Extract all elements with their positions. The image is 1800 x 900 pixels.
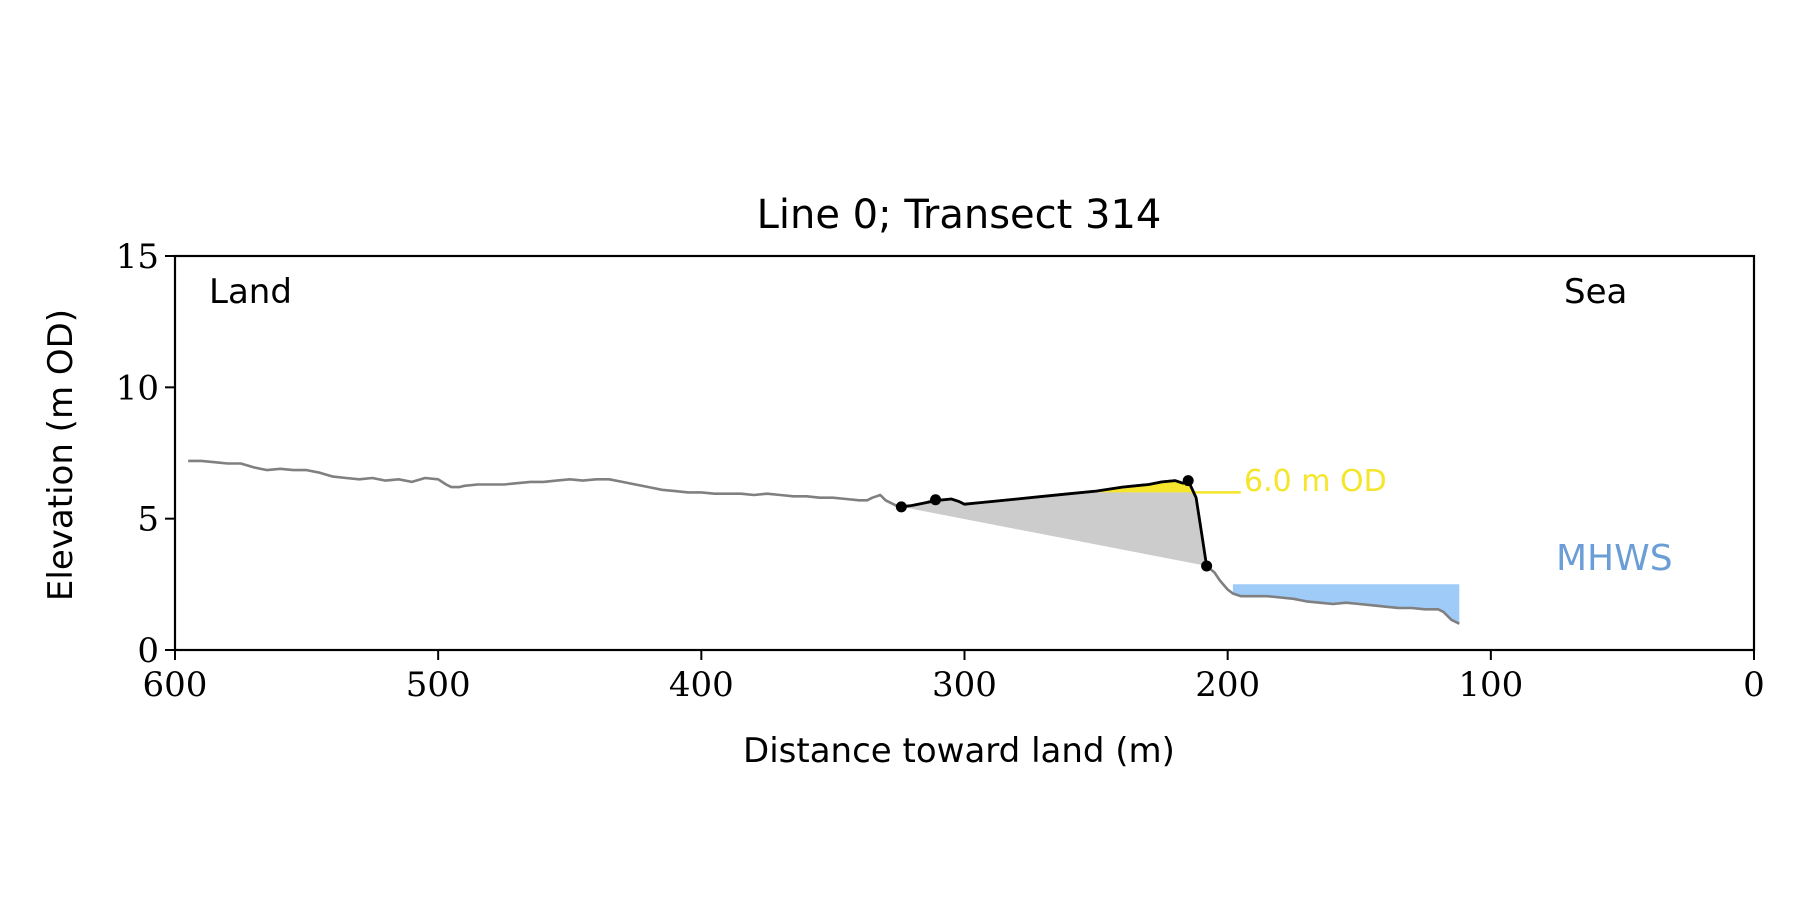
plot-points	[895, 475, 1213, 572]
x-tick-label: 500	[406, 665, 471, 705]
y-tick-label: 5	[137, 500, 159, 540]
volume-fill	[901, 480, 1207, 566]
dune-point-0	[895, 501, 907, 513]
dune-point-3	[1201, 560, 1213, 572]
x-tick-label: 300	[932, 665, 997, 705]
y-axis-ticks: 0 5 10 15	[116, 237, 175, 671]
dune-point-1	[930, 494, 942, 506]
x-tick-label: 100	[1458, 665, 1523, 705]
y-tick-label: 15	[116, 237, 159, 277]
sea-annotation: Sea	[1564, 272, 1627, 312]
x-tick-label: 200	[1195, 665, 1260, 705]
x-tick-label: 400	[669, 665, 734, 705]
land-annotation: Land	[209, 272, 292, 312]
profile-line	[188, 459, 1460, 625]
y-axis-label: Elevation (m OD)	[41, 309, 81, 601]
x-axis-label: Distance toward land (m)	[743, 731, 1175, 771]
dune-point-2	[1182, 475, 1194, 487]
x-tick-label: 0	[1743, 665, 1765, 705]
x-axis-ticks: 600 500 400 300 200 100 0	[143, 650, 1765, 705]
chart-title: Line 0; Transect 314	[757, 192, 1162, 238]
x-tick-label: 600	[143, 665, 208, 705]
mhws-annotation: MHWS	[1556, 538, 1673, 579]
plot-frame	[173, 254, 1756, 652]
threshold-annotation: 6.0 m OD	[1244, 464, 1387, 499]
y-tick-label: 10	[116, 368, 159, 408]
y-tick-label: 0	[137, 631, 159, 671]
mhws-fill	[1232, 584, 1460, 624]
